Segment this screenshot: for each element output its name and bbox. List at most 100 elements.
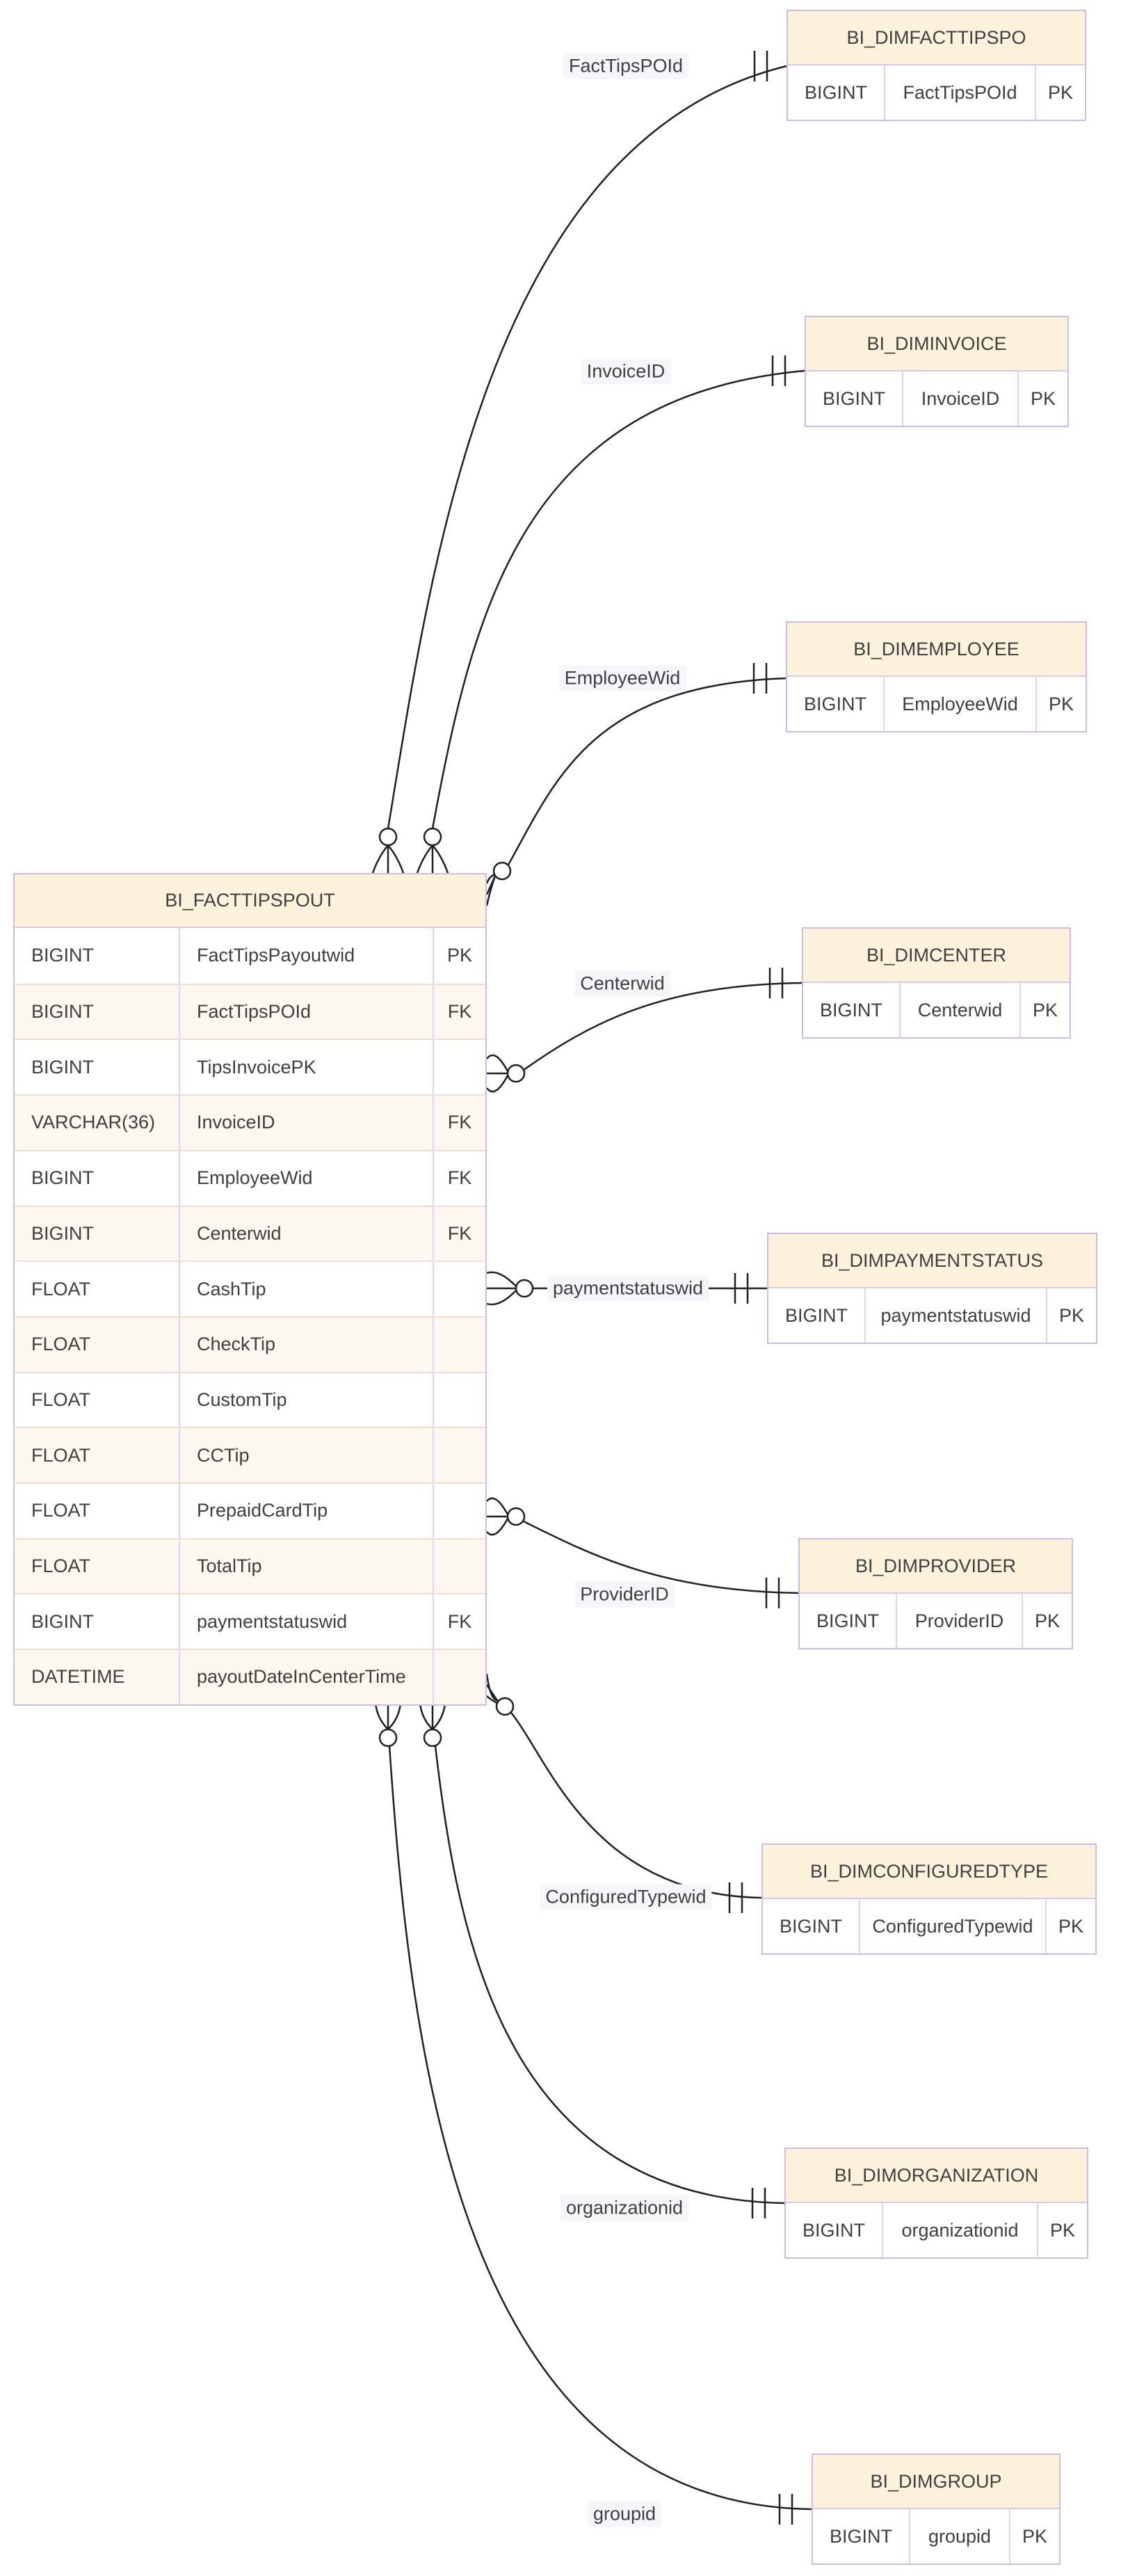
column-key: PK — [1034, 1610, 1061, 1631]
edge-label-configuredtypewid[interactable]: ConfiguredTypewid — [540, 1884, 712, 1910]
column-key: PK — [1048, 693, 1074, 714]
table-row: BIGINT Centerwid PK — [803, 983, 1070, 1037]
table-row: BIGINT Centerwid FK — [15, 1205, 485, 1261]
column-key — [434, 1373, 485, 1427]
column-key: PK — [1049, 2219, 1076, 2241]
column-type: BIGINT — [768, 1288, 866, 1343]
column-name: payoutDateInCenterTime — [180, 1650, 434, 1704]
column-key: FK — [447, 1112, 472, 1133]
table-bi-dimconfiguredtype[interactable]: BI_DIMCONFIGUREDTYPE BIGINT ConfiguredTy… — [761, 1843, 1097, 1955]
column-type: BIGINT — [763, 1899, 860, 1953]
edge-label-organizationid[interactable]: organizationid — [560, 2195, 689, 2221]
column-key — [434, 1650, 485, 1704]
column-name: FactTipsPOId — [885, 65, 1036, 120]
column-name: organizationid — [883, 2203, 1038, 2257]
column-name: ConfiguredTypewid — [860, 1899, 1047, 1953]
table-row: FLOAT PrepaidCardTip — [15, 1482, 485, 1538]
column-type: BIGINT — [786, 2203, 883, 2257]
edge-center — [486, 968, 803, 1093]
table-bi-dimprovider[interactable]: BI_DIMPROVIDER BIGINT ProviderID PK — [798, 1538, 1073, 1649]
table-title: BI_DIMPAYMENTSTATUS — [768, 1234, 1096, 1288]
edge-invoice — [416, 355, 805, 874]
edge-label-paymentstatuswid[interactable]: paymentstatuswid — [547, 1275, 709, 1302]
table-row: BIGINT paymentstatuswid FK — [15, 1593, 485, 1649]
table-bi-diminvoice[interactable]: BI_DIMINVOICE BIGINT InvoiceID PK — [805, 316, 1069, 427]
table-title: BI_DIMCONFIGUREDTYPE — [763, 1845, 1095, 1899]
table-bi-dimcenter[interactable]: BI_DIMCENTER BIGINT Centerwid PK — [802, 927, 1071, 1039]
column-key: PK — [1058, 1304, 1085, 1326]
table-bi-dimgroup[interactable]: BI_DIMGROUP BIGINT groupid PK — [812, 2454, 1061, 2565]
table-row: BIGINT EmployeeWid FK — [15, 1149, 485, 1206]
column-name: TipsInvoicePK — [180, 1040, 434, 1095]
column-type: BIGINT — [803, 983, 901, 1037]
column-name: FactTipsPayoutwid — [180, 928, 434, 984]
edge-provider — [486, 1497, 799, 1608]
table-title: BI_DIMCENTER — [803, 929, 1070, 983]
column-key — [434, 1262, 485, 1316]
edge-label-facttipspoid[interactable]: FactTipsPOId — [563, 53, 689, 79]
table-title: BI_DIMPROVIDER — [800, 1539, 1072, 1594]
column-name: EmployeeWid — [180, 1151, 434, 1206]
column-type: FLOAT — [15, 1262, 180, 1316]
column-key: PK — [1047, 81, 1074, 103]
edge-group — [374, 1702, 812, 2525]
edge-label-centerwid[interactable]: Centerwid — [574, 970, 670, 997]
column-type: BIGINT — [813, 2509, 910, 2563]
column-name: CustomTip — [180, 1373, 434, 1427]
edge-label-groupid[interactable]: groupid — [587, 2501, 662, 2527]
column-name: ProviderID — [897, 1594, 1023, 1648]
column-type: BIGINT — [15, 1594, 180, 1649]
table-row: BIGINT organizationid PK — [786, 2203, 1087, 2257]
table-bi-dimfacttipspo[interactable]: BI_DIMFACTTIPSPO BIGINT FactTipsPOId PK — [787, 10, 1086, 121]
table-title: BI_DIMEMPLOYEE — [787, 623, 1086, 677]
column-key: FK — [447, 1610, 472, 1632]
table-row: FLOAT CCTip — [15, 1427, 485, 1483]
edge-label-employeewid[interactable]: EmployeeWid — [558, 665, 686, 691]
table-title: BI_DIMFACTTIPSPO — [788, 11, 1085, 65]
table-row: DATETIME payoutDateInCenterTime — [15, 1649, 485, 1704]
table-row: VARCHAR(36) InvoiceID FK — [15, 1094, 485, 1150]
table-row: FLOAT CashTip — [15, 1261, 485, 1316]
column-type: BIGINT — [787, 677, 885, 731]
column-type: FLOAT — [15, 1539, 180, 1594]
column-name: InvoiceID — [903, 371, 1019, 426]
column-type: BIGINT — [15, 1206, 180, 1261]
table-row: BIGINT groupid PK — [813, 2509, 1059, 2563]
table-title: BI_DIMORGANIZATION — [786, 2149, 1087, 2203]
table-row: BIGINT FactTipsPayoutwid PK — [15, 928, 485, 984]
column-key: FK — [447, 1001, 472, 1023]
table-title: BI_DIMGROUP — [813, 2455, 1059, 2509]
table-row: BIGINT EmployeeWid PK — [787, 677, 1086, 731]
table-row: BIGINT FactTipsPOId FK — [15, 983, 485, 1039]
column-key: FK — [447, 1167, 472, 1189]
column-name: TotalTip — [180, 1539, 434, 1594]
table-title: BI_DIMINVOICE — [806, 317, 1067, 371]
table-row: BIGINT FactTipsPOId PK — [788, 65, 1085, 120]
column-type: BIGINT — [15, 1040, 180, 1095]
edge-employee — [485, 663, 787, 906]
column-key: PK — [446, 945, 473, 966]
column-type: FLOAT — [15, 1484, 180, 1538]
edge-label-providerid[interactable]: ProviderID — [574, 1581, 675, 1608]
column-name: CheckTip — [180, 1317, 434, 1372]
table-title: BI_FACTTIPSPOUT — [15, 874, 485, 928]
table-bi-dimpaymentstatus[interactable]: BI_DIMPAYMENTSTATUS BIGINT paymentstatus… — [767, 1233, 1097, 1344]
table-row: BIGINT ProviderID PK — [800, 1594, 1072, 1648]
edge-label-invoiceid[interactable]: InvoiceID — [581, 358, 671, 385]
table-bi-dimorganization[interactable]: BI_DIMORGANIZATION BIGINT organizationid… — [784, 2147, 1088, 2259]
table-bi-dimemployee[interactable]: BI_DIMEMPLOYEE BIGINT EmployeeWid PK — [786, 621, 1087, 733]
column-name: Centerwid — [901, 983, 1021, 1037]
column-key — [434, 1539, 485, 1594]
edge-facttipspo — [371, 51, 787, 874]
column-key: PK — [1030, 387, 1056, 409]
edge-organization — [419, 1702, 785, 2218]
table-bi-facttipspout[interactable]: BI_FACTTIPSPOUT BIGINT FactTipsPayoutwid… — [13, 873, 487, 1706]
column-key — [434, 1428, 485, 1482]
column-type: BIGINT — [806, 371, 903, 426]
column-type: FLOAT — [15, 1317, 180, 1372]
column-key: FK — [447, 1222, 472, 1244]
table-row: FLOAT CheckTip — [15, 1315, 485, 1372]
column-name: InvoiceID — [180, 1096, 434, 1150]
